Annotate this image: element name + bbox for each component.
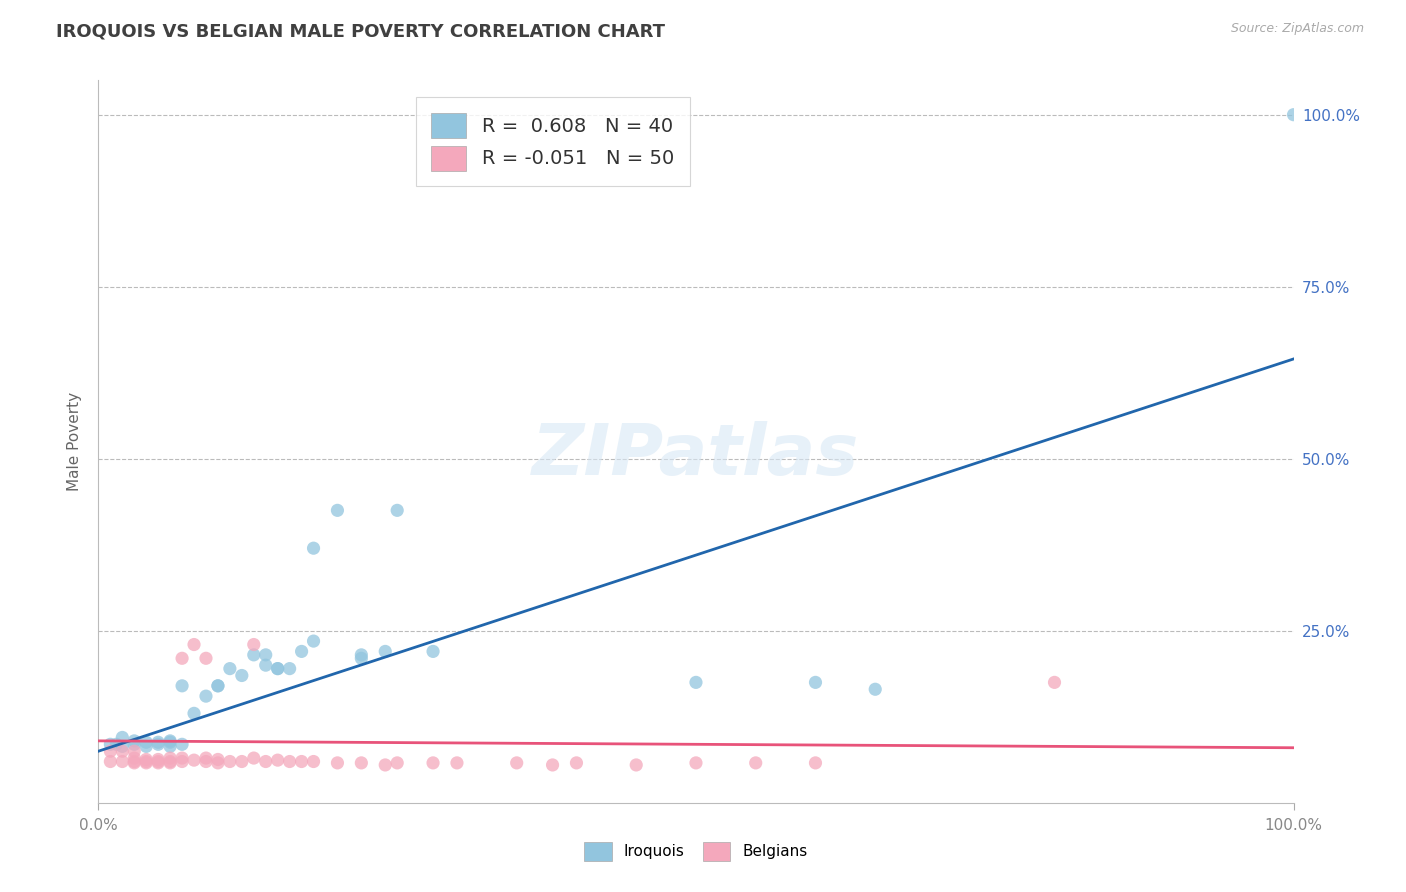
Point <box>159 756 181 770</box>
Point <box>195 751 218 765</box>
Point <box>183 706 205 721</box>
Point <box>98 755 122 769</box>
Point <box>1282 108 1305 122</box>
Point <box>541 758 564 772</box>
Point <box>278 662 301 676</box>
Point <box>124 751 146 765</box>
Point <box>111 731 134 745</box>
Point <box>254 755 277 769</box>
Point <box>124 734 146 748</box>
Point <box>135 752 157 766</box>
Point <box>111 739 134 754</box>
Point <box>135 756 157 770</box>
Point <box>374 758 396 772</box>
Y-axis label: Male Poverty: Male Poverty <box>67 392 83 491</box>
Point <box>135 735 157 749</box>
Point <box>231 755 253 769</box>
Point <box>135 755 157 769</box>
Point <box>243 751 266 765</box>
Point <box>254 648 277 662</box>
Point <box>804 756 827 770</box>
Point <box>422 756 444 770</box>
Point <box>385 756 409 770</box>
Point <box>159 755 181 769</box>
Text: ZIPatlas: ZIPatlas <box>533 422 859 491</box>
Point <box>565 756 588 770</box>
Point <box>124 744 146 758</box>
Point <box>219 662 242 676</box>
Point <box>326 756 349 770</box>
Point <box>172 651 194 665</box>
Point <box>326 503 349 517</box>
Point <box>685 675 707 690</box>
Point <box>626 758 648 772</box>
Point <box>172 679 194 693</box>
Point <box>105 737 128 751</box>
Point <box>172 737 194 751</box>
Point <box>207 679 229 693</box>
Point <box>374 644 396 658</box>
Point <box>111 755 134 769</box>
Point <box>148 755 170 769</box>
Point <box>231 668 253 682</box>
Point <box>267 662 290 676</box>
Point <box>243 648 266 662</box>
Point <box>183 753 205 767</box>
Point <box>243 638 266 652</box>
Point <box>124 737 146 751</box>
Point <box>302 541 325 556</box>
Legend: Iroquois, Belgians: Iroquois, Belgians <box>578 836 814 867</box>
Point <box>159 739 181 754</box>
Point <box>124 755 146 769</box>
Point <box>422 644 444 658</box>
Point <box>159 751 181 765</box>
Point <box>804 675 827 690</box>
Point <box>302 755 325 769</box>
Point <box>207 679 229 693</box>
Point <box>745 756 768 770</box>
Point <box>159 735 181 749</box>
Point <box>111 744 134 758</box>
Point <box>172 755 194 769</box>
Point <box>267 662 290 676</box>
Point <box>291 755 314 769</box>
Point <box>506 756 529 770</box>
Point <box>865 682 887 697</box>
Point <box>385 503 409 517</box>
Point <box>278 755 301 769</box>
Point <box>124 756 146 770</box>
Text: IROQUOIS VS BELGIAN MALE POVERTY CORRELATION CHART: IROQUOIS VS BELGIAN MALE POVERTY CORRELA… <box>56 22 665 40</box>
Point <box>98 744 122 758</box>
Point <box>350 648 373 662</box>
Point <box>350 651 373 665</box>
Point <box>148 752 170 766</box>
Point <box>195 755 218 769</box>
Point <box>1043 675 1066 690</box>
Text: Source: ZipAtlas.com: Source: ZipAtlas.com <box>1230 22 1364 36</box>
Point <box>98 737 122 751</box>
Point <box>195 651 218 665</box>
Point <box>254 658 277 673</box>
Point <box>195 689 218 703</box>
Point <box>135 739 157 754</box>
Point <box>148 756 170 770</box>
Point <box>183 638 205 652</box>
Point <box>685 756 707 770</box>
Point <box>267 753 290 767</box>
Point <box>172 751 194 765</box>
Point <box>148 737 170 751</box>
Point <box>219 755 242 769</box>
Point <box>159 734 181 748</box>
Point <box>207 756 229 770</box>
Point <box>302 634 325 648</box>
Point <box>291 644 314 658</box>
Point <box>148 735 170 749</box>
Point <box>350 756 373 770</box>
Point <box>207 752 229 766</box>
Point <box>446 756 468 770</box>
